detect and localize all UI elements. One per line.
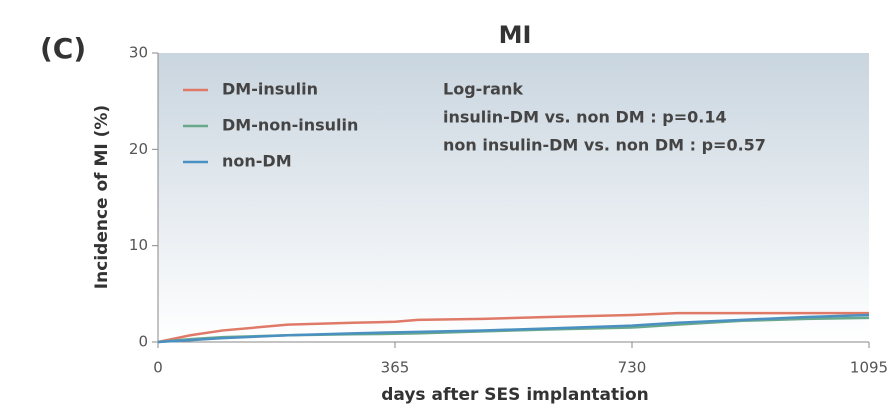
annotation: non insulin-DM vs. non DM : p=0.57: [443, 136, 766, 155]
x-tick-label: 365: [381, 359, 410, 377]
x-tick-label: 1095: [850, 359, 888, 377]
line: [157, 311, 869, 344]
legend-label: non-DM: [222, 152, 292, 171]
x-tick-label: 0: [153, 359, 163, 377]
y-tick-label: 0: [138, 333, 148, 351]
legend-label: DM-non-insulin: [222, 116, 358, 135]
legend-label: DM-insulin: [222, 80, 318, 99]
x-tick-label: 730: [618, 359, 647, 377]
chart-title: MI: [499, 21, 532, 49]
y-tick-label: 10: [129, 236, 148, 254]
y-axis-label: Incidence of MI (%): [92, 105, 112, 289]
x-axis-label: days after SES implantation: [381, 385, 649, 405]
plot-area: [158, 53, 869, 342]
y-tick-label: 30: [129, 44, 148, 62]
annotation: insulin-DM vs. non DM : p=0.14: [443, 108, 727, 127]
y-tick-label: 20: [129, 140, 148, 158]
line: [157, 313, 870, 344]
panel-label: (C): [40, 32, 86, 65]
annotation: Log-rank: [443, 80, 523, 99]
